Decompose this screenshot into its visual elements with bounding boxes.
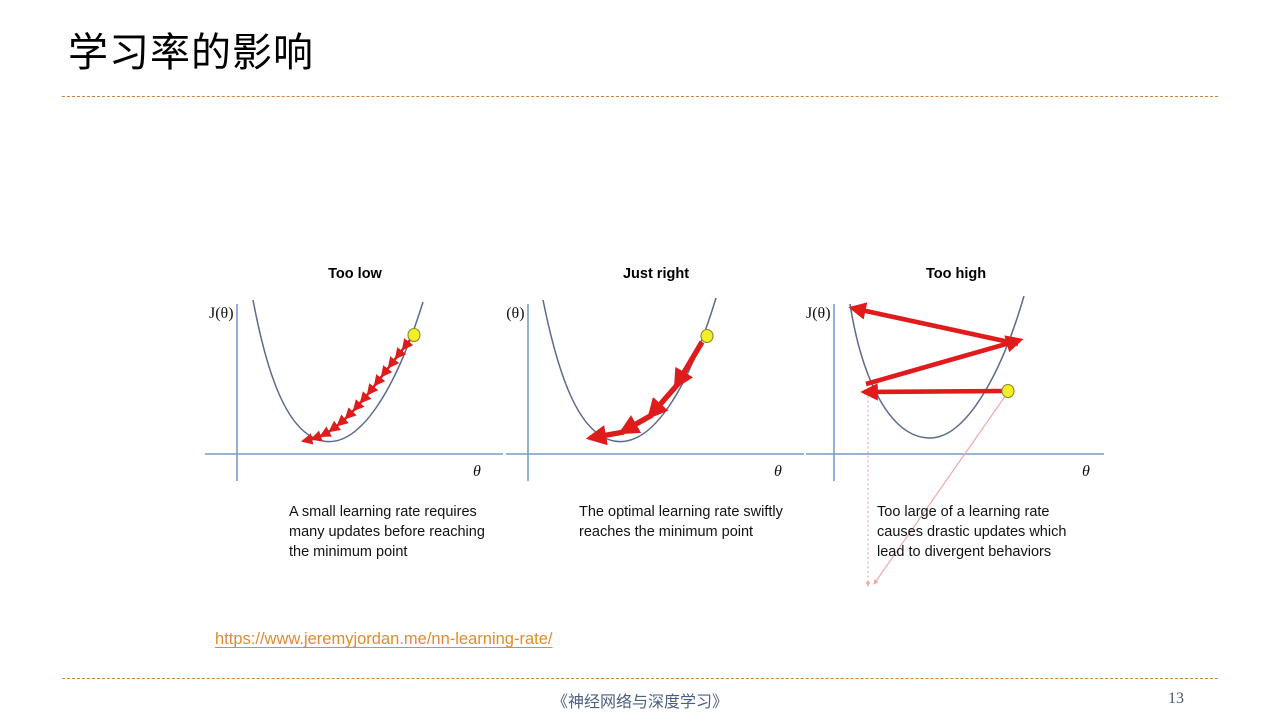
source-link[interactable]: https://www.jeremyjordan.me/nn-learning-… <box>215 630 553 648</box>
panel-title-too-high: Too high <box>925 266 987 282</box>
start-point-marker <box>700 328 714 344</box>
x-axis-label-too-high: θ <box>1082 463 1090 480</box>
page-number: 13 <box>1168 690 1184 707</box>
footer-book-title: 《神经网络与深度学习》 <box>551 694 728 711</box>
x-axis-label-just-right: θ <box>774 463 782 480</box>
start-point-marker <box>407 327 421 343</box>
cost-curve <box>542 297 717 443</box>
start-point-marker <box>1001 383 1015 399</box>
y-axis-label-too-low: J(θ) <box>209 305 234 322</box>
panel-just-right: Just right J(θ) θ The optimal learning r… <box>506 250 806 610</box>
panel-title-just-right: Just right <box>622 266 690 282</box>
page-title: 学习率的影响 <box>68 30 314 76</box>
x-axis-label-too-low: θ <box>473 463 481 480</box>
chart-too-low: J(θ) θ <box>205 299 503 481</box>
cost-curve <box>849 296 1025 439</box>
gradient-steps <box>848 302 1024 401</box>
header-divider <box>62 96 1218 97</box>
panel-too-low: Too low <box>205 250 505 610</box>
y-axis-label-too-high: J(θ) <box>806 305 831 322</box>
caption-too-low: A small learning rate requires many upda… <box>289 504 485 560</box>
caption-too-high: Too large of a learning rate causes dras… <box>877 504 1067 560</box>
gradient-steps <box>585 340 705 446</box>
panel-too-high: Too high J(θ) <box>806 250 1106 610</box>
caption-just-right: The optimal learning rate swiftly reache… <box>579 504 783 540</box>
learning-rate-figure: Too low <box>0 250 1280 610</box>
footer-divider <box>62 678 1218 679</box>
guide-line-diagonal <box>873 391 1009 585</box>
chart-too-high: J(θ) θ <box>806 296 1104 587</box>
chart-just-right: J(θ) θ <box>506 297 804 481</box>
gradient-steps <box>300 338 414 445</box>
panel-title-too-low: Too low <box>328 266 382 282</box>
y-axis-label-just-right: J(θ) <box>506 305 525 322</box>
cost-curve <box>252 299 424 443</box>
